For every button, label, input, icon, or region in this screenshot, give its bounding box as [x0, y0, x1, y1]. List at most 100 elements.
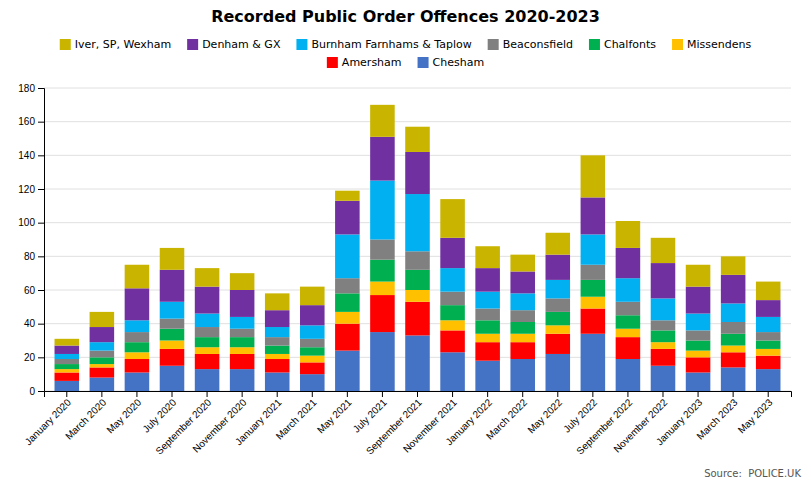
legend-swatch: [327, 57, 338, 68]
bar: [125, 320, 150, 332]
bar: [370, 295, 395, 332]
bar: [686, 372, 711, 391]
bar: [616, 359, 641, 391]
tick: 20: [24, 352, 44, 363]
bar: [721, 352, 746, 367]
bar: [546, 280, 571, 299]
bar: [335, 324, 360, 351]
tick-label: May 2023: [736, 396, 775, 435]
bar: [510, 310, 535, 322]
bar: [335, 234, 360, 278]
bar: [335, 278, 360, 293]
tick-mark: [38, 391, 44, 392]
tick-mark: [38, 290, 44, 291]
tick-mark: [277, 391, 278, 397]
bar: [55, 354, 80, 359]
bar: [475, 361, 500, 391]
legend-swatch: [488, 39, 499, 50]
bar: [546, 255, 571, 280]
bar: [90, 342, 115, 350]
bar: [125, 352, 150, 359]
bar: [651, 342, 676, 349]
tick-mark: [768, 391, 769, 397]
bar: [581, 234, 606, 264]
bar: [55, 339, 80, 346]
bar: [370, 332, 395, 391]
tick-mark: [66, 391, 67, 397]
tick: January 2023: [654, 391, 705, 447]
bar: [475, 334, 500, 342]
bar: [546, 354, 571, 391]
bar: [195, 369, 220, 391]
tick: 140: [18, 150, 44, 161]
bar: [546, 312, 571, 325]
tick: January 2021: [233, 391, 284, 447]
legend-swatch: [672, 39, 683, 50]
bar: [686, 357, 711, 372]
plot: 020406080100120140160180January 2020Marc…: [18, 83, 791, 457]
bar: [370, 240, 395, 260]
bar: [546, 233, 571, 255]
grid-line: [44, 121, 791, 122]
bar: [405, 251, 430, 270]
bar: [55, 372, 80, 380]
bar: [230, 354, 255, 369]
bar: [195, 287, 220, 314]
bar: [230, 369, 255, 391]
bar: [90, 312, 115, 327]
tick: 160: [18, 116, 44, 127]
axis-line: [38, 89, 45, 392]
bar: [370, 260, 395, 282]
tick: January 2020: [23, 391, 74, 447]
bar: [475, 246, 500, 268]
tick-label: January 2021: [233, 396, 284, 447]
bar: [440, 330, 465, 352]
bar: [405, 270, 430, 290]
legend-swatch: [589, 39, 600, 50]
bar: [651, 263, 676, 298]
tick-label: 120: [18, 184, 35, 195]
tick: May 2020: [104, 391, 143, 435]
tick-mark: [662, 391, 663, 397]
tick-label: March 2023: [694, 396, 739, 441]
bar: [335, 293, 360, 312]
bar: [475, 320, 500, 333]
bar: [581, 197, 606, 234]
bar: [616, 278, 641, 302]
bar: [160, 319, 185, 329]
bar: [440, 305, 465, 320]
bar: [335, 201, 360, 235]
legend-label: Denham & GX: [202, 38, 281, 51]
bar: [475, 268, 500, 292]
bar: [195, 268, 220, 287]
tick-label: 180: [18, 83, 35, 94]
bar: [160, 248, 185, 270]
tick-label: 160: [18, 116, 35, 127]
tick-label: 100: [18, 217, 35, 228]
tick: 60: [24, 285, 44, 296]
bar: [300, 339, 325, 347]
tick-mark: [522, 391, 523, 397]
tick: May 2023: [736, 391, 775, 435]
bar: [510, 334, 535, 342]
bar: [510, 322, 535, 334]
tick: March 2020: [63, 391, 108, 442]
bar: [125, 372, 150, 391]
bar: [686, 265, 711, 287]
bar: [721, 367, 746, 391]
tick-label: January 2020: [23, 396, 74, 447]
tick-mark: [38, 223, 44, 224]
bar: [440, 320, 465, 330]
bar: [230, 273, 255, 290]
tick-label: May 2021: [315, 396, 354, 435]
bar: [405, 302, 430, 336]
bar: [300, 287, 325, 306]
bar: [616, 337, 641, 359]
bar: [581, 309, 606, 334]
bar: [335, 351, 360, 391]
tick: 40: [24, 318, 44, 329]
legend-swatch: [60, 39, 71, 50]
legend-item: Denham & GX: [187, 38, 281, 51]
legend-item: Beaconsfield: [488, 38, 573, 51]
tick-mark: [242, 391, 243, 397]
